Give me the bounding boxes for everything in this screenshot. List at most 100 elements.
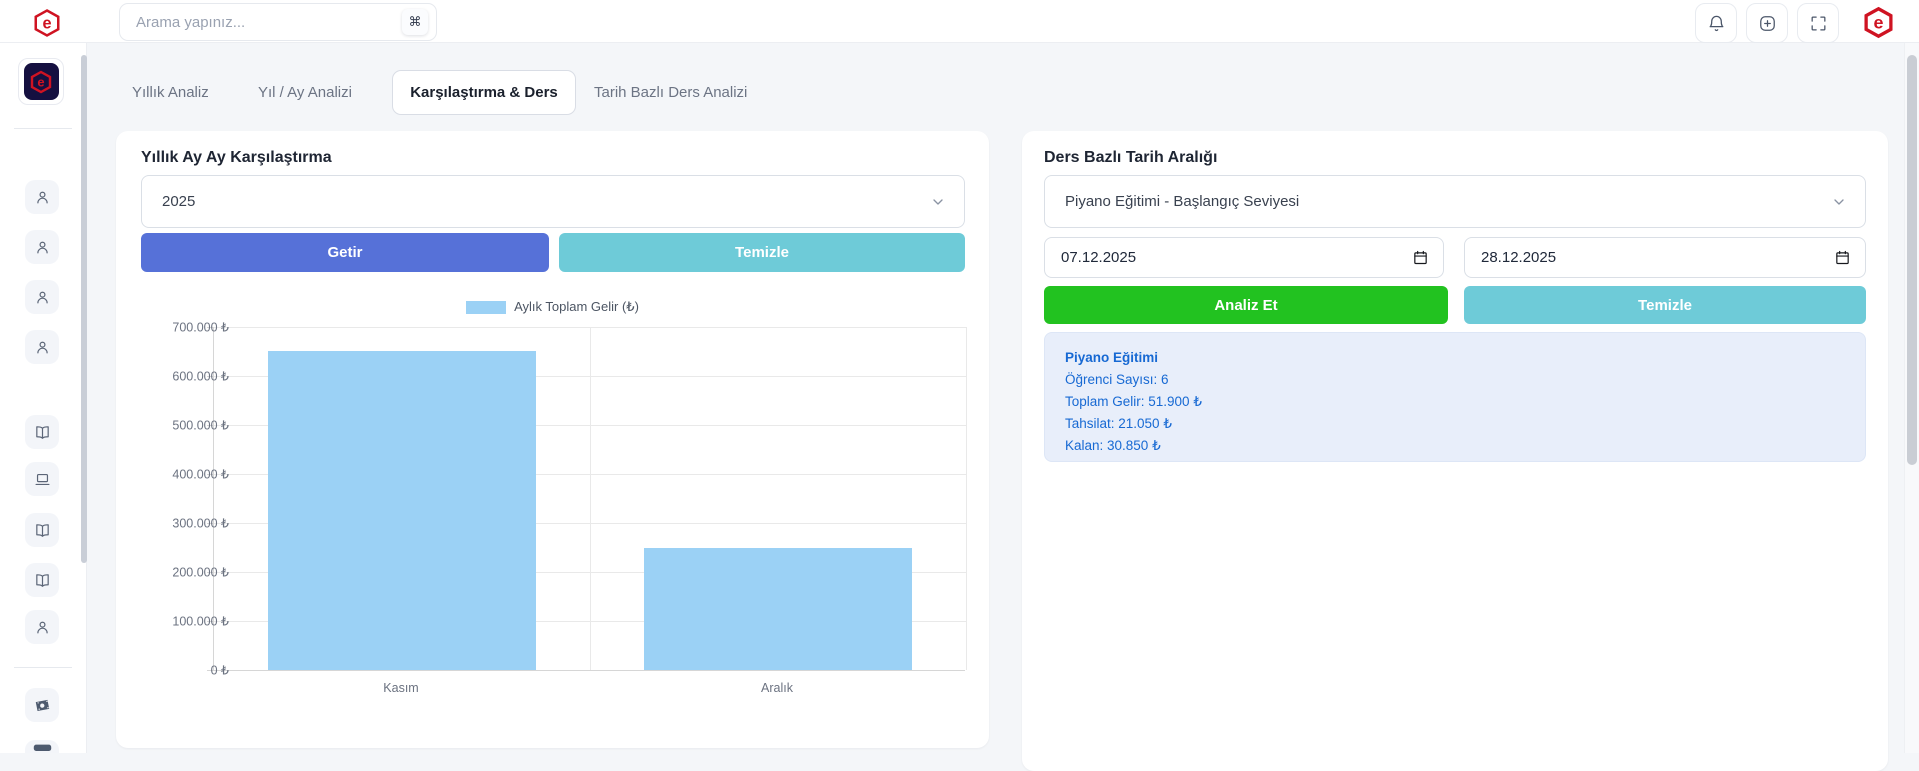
course-date-panel-title: Ders Bazlı Tarih Aralığı xyxy=(1044,149,1218,166)
date-from-input[interactable]: 07.12.2025 xyxy=(1044,237,1444,278)
svg-text:e: e xyxy=(42,15,51,33)
sidebar-item-users-3[interactable] xyxy=(25,280,59,314)
e-brand-icon: e xyxy=(30,70,52,93)
sidebar: e xyxy=(0,43,87,753)
course-select-value: Piyano Eğitimi - Başlangıç Seviyesi xyxy=(1065,193,1300,210)
bell-icon xyxy=(1709,15,1723,31)
tab-yil-ay-analizi[interactable]: Yıl / Ay Analizi xyxy=(258,84,352,101)
chart-bar-kasım[interactable] xyxy=(268,351,536,670)
chart-y-tick-label: 400.000 ₺ xyxy=(172,467,229,482)
command-key-icon: ⌘ xyxy=(402,9,428,35)
chart-y-tick-label: 0 ₺ xyxy=(210,663,229,678)
user-icon xyxy=(36,341,48,353)
topbar: e Arama yapınız... ⌘ e xyxy=(0,0,1919,43)
chart-tick xyxy=(207,425,213,426)
sidebar-logo-tile: e xyxy=(23,63,59,100)
year-select-value: 2025 xyxy=(162,193,196,210)
sidebar-item-online-lessons[interactable] xyxy=(25,462,59,496)
book-icon xyxy=(35,523,49,537)
window-scrollbar-thumb[interactable] xyxy=(1907,55,1917,465)
chart-legend[interactable]: Aylık Toplam Gelir (₺) xyxy=(116,299,989,315)
date-to-value: 28.12.2025 xyxy=(1481,249,1557,266)
result-total-revenue: Toplam Gelir: 51.900 ₺ xyxy=(1065,394,1202,409)
user-icon xyxy=(36,241,48,253)
user-brand-logo[interactable]: e xyxy=(1862,6,1895,39)
legend-label: Aylık Toplam Gelir (₺) xyxy=(514,299,639,314)
chart-tick xyxy=(207,572,213,573)
sidebar-item-users-1[interactable] xyxy=(25,180,59,214)
chart-y-tick-label: 700.000 ₺ xyxy=(172,320,229,335)
user-icon xyxy=(36,291,48,303)
chart-plot xyxy=(207,327,967,671)
sidebar-item-payments[interactable] xyxy=(25,688,59,722)
chart-tick xyxy=(207,474,213,475)
e-brand-icon: e xyxy=(34,9,60,37)
monthly-revenue-chart: Aylık Toplam Gelir (₺) 0 ₺ 100.000 ₺ 200.0… xyxy=(116,291,989,741)
result-student-count: Öğrenci Sayısı: 6 xyxy=(1065,372,1169,387)
laptop-icon xyxy=(35,473,49,485)
sidebar-item-card[interactable] xyxy=(25,740,59,753)
sidebar-item-courses-1[interactable] xyxy=(25,415,59,449)
fetch-button[interactable]: Getir xyxy=(141,233,549,272)
money-icon xyxy=(35,699,49,711)
user-icon xyxy=(36,621,48,633)
svg-text:e: e xyxy=(37,74,44,89)
sidebar-item-courses-3[interactable] xyxy=(25,563,59,597)
book-icon xyxy=(35,573,49,587)
svg-text:e: e xyxy=(1874,13,1884,33)
year-select[interactable]: 2025 xyxy=(141,175,965,228)
search-input[interactable]: Arama yapınız... ⌘ xyxy=(119,3,437,41)
comparison-panel: Yıllık Ay Ay Karşılaştırma 2025 Getir Te… xyxy=(116,131,989,748)
chart-tick xyxy=(207,523,213,524)
chart-gridline xyxy=(590,327,591,670)
course-date-panel: Ders Bazlı Tarih Aralığı Piyano Eğitimi … xyxy=(1022,131,1888,771)
chart-x-tick-label: Aralık xyxy=(761,681,793,695)
credit-card-icon xyxy=(33,744,51,751)
clear-button-left[interactable]: Temizle xyxy=(559,233,965,272)
sidebar-logo[interactable]: e xyxy=(18,58,64,105)
analyze-button[interactable]: Analiz Et xyxy=(1044,286,1448,324)
chart-y-tick-label: 100.000 ₺ xyxy=(172,614,229,629)
result-collected: Tahsilat: 21.050 ₺ xyxy=(1065,416,1172,431)
chart-y-tick-label: 500.000 ₺ xyxy=(172,418,229,433)
chart-tick xyxy=(207,327,213,328)
sidebar-item-users-4[interactable] xyxy=(25,330,59,364)
tab-karsilastirma-ders[interactable]: Karşılaştırma & Ders xyxy=(392,70,576,115)
notifications-button[interactable] xyxy=(1695,3,1737,43)
sidebar-scrollbar[interactable] xyxy=(81,55,87,563)
sidebar-item-teachers[interactable] xyxy=(25,610,59,644)
user-icon xyxy=(36,191,48,203)
sidebar-divider xyxy=(14,667,72,668)
chart-gridline xyxy=(966,327,967,670)
chart-x-tick-label: Kasım xyxy=(383,681,419,695)
sidebar-divider xyxy=(14,128,72,129)
book-icon xyxy=(35,425,49,439)
chart-tick xyxy=(207,376,213,377)
analysis-result-box: Piyano Eğitimi Öğrenci Sayısı: 6 Toplam … xyxy=(1044,332,1866,462)
sidebar-item-courses-2[interactable] xyxy=(25,513,59,547)
course-select[interactable]: Piyano Eğitimi - Başlangıç Seviyesi xyxy=(1044,175,1866,228)
chart-bar-aralık[interactable] xyxy=(644,548,912,670)
chevron-down-icon xyxy=(1834,198,1844,205)
expand-icon xyxy=(1811,16,1825,30)
app-logo[interactable]: e xyxy=(32,8,62,38)
calendar-icon xyxy=(1836,250,1849,265)
chart-tick xyxy=(207,621,213,622)
e-brand-icon: e xyxy=(1864,6,1893,39)
calendar-icon xyxy=(1414,250,1427,265)
chart-x-axis xyxy=(207,670,965,671)
plus-circle-icon xyxy=(1759,15,1775,31)
legend-swatch xyxy=(466,300,507,314)
chart-y-tick-label: 200.000 ₺ xyxy=(172,565,229,580)
clear-button-right[interactable]: Temizle xyxy=(1464,286,1866,324)
sidebar-item-users-2[interactable] xyxy=(25,230,59,264)
tab-yillik-analiz[interactable]: Yıllık Analiz xyxy=(132,84,209,101)
date-to-input[interactable]: 28.12.2025 xyxy=(1464,237,1866,278)
window-scrollbar-track[interactable] xyxy=(1904,43,1919,753)
add-button[interactable] xyxy=(1746,3,1788,43)
chevron-down-icon xyxy=(933,198,943,205)
result-remaining: Kalan: 30.850 ₺ xyxy=(1065,438,1161,453)
date-from-value: 07.12.2025 xyxy=(1061,249,1137,266)
fullscreen-button[interactable] xyxy=(1797,3,1839,43)
tab-tarih-bazli-ders-analizi[interactable]: Tarih Bazlı Ders Analizi xyxy=(594,84,748,101)
